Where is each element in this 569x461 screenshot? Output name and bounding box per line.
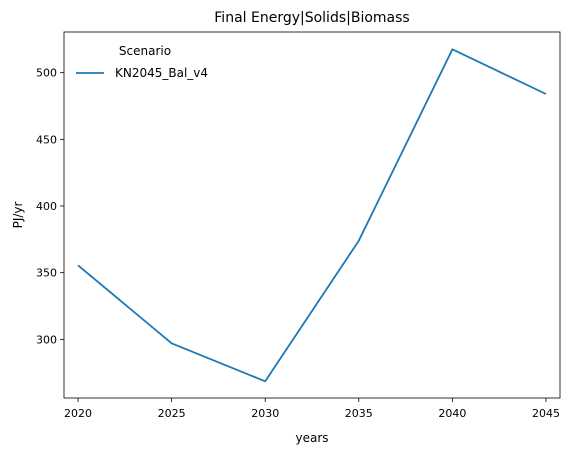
- x-tick-label: 2030: [251, 407, 279, 420]
- y-tick-label: 450: [36, 133, 57, 146]
- x-tick-label: 2040: [438, 407, 466, 420]
- y-tick-label: 500: [36, 67, 57, 80]
- x-tick-label: 2035: [345, 407, 373, 420]
- legend-title: Scenario: [119, 44, 171, 58]
- chart-title: Final Energy|Solids|Biomass: [214, 10, 409, 26]
- x-tick-label: 2025: [158, 407, 186, 420]
- y-tick-label: 350: [36, 267, 57, 280]
- y-axis-label: PJ/yr: [11, 202, 25, 229]
- x-axis: 2020 2025 2030 2035 2040 2045: [64, 398, 560, 420]
- x-tick-label: 2020: [64, 407, 92, 420]
- y-tick-label: 300: [36, 333, 57, 346]
- x-axis-label: years: [295, 431, 328, 445]
- x-tick-label: 2045: [532, 407, 560, 420]
- legend-entry-kn2045-bal-v4: KN2045_Bal_v4: [115, 66, 208, 80]
- y-tick-label: 400: [36, 200, 57, 213]
- plot-area: [64, 32, 560, 398]
- y-axis: 300 350 400 450 500: [36, 67, 64, 347]
